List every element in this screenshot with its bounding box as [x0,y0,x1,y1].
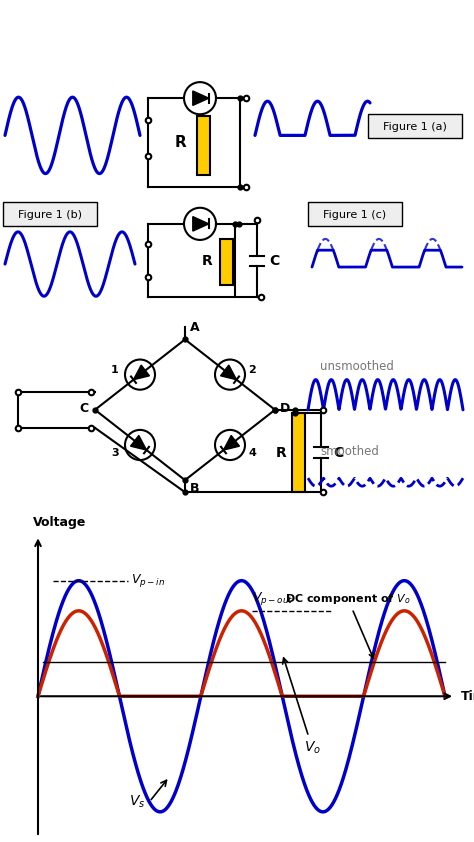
Text: D: D [280,402,290,415]
Polygon shape [220,365,237,380]
Text: 3: 3 [111,448,119,458]
Text: C: C [79,402,88,415]
FancyBboxPatch shape [368,115,462,138]
Text: smoothed: smoothed [320,445,379,458]
Text: $V_{p-out}$: $V_{p-out}$ [252,590,294,607]
Text: Voltage: Voltage [33,516,86,529]
Text: B: B [190,482,200,495]
Polygon shape [193,91,209,105]
Polygon shape [223,435,239,450]
Text: Figure 1 (c): Figure 1 (c) [323,210,387,220]
FancyBboxPatch shape [308,202,402,226]
Text: 8:16 PM: 8:16 PM [393,13,447,25]
Text: 4: 4 [248,448,256,458]
Text: 1: 1 [111,365,119,375]
Bar [292,413,306,493]
Polygon shape [134,365,149,380]
Text: A: A [190,322,200,334]
Text: C: C [269,253,279,268]
Bar [220,239,234,285]
Text: Figure 1 (b): Figure 1 (b) [18,210,82,220]
FancyBboxPatch shape [3,202,97,226]
Polygon shape [193,216,209,231]
Text: C: C [333,445,343,460]
Text: Figure 1 (a): Figure 1 (a) [383,122,447,132]
Text: unsmoothed: unsmoothed [320,360,394,373]
Polygon shape [130,435,146,450]
Text: $V_s$: $V_s$ [129,794,146,810]
Text: $V_o$: $V_o$ [283,658,321,756]
Text: R: R [275,445,286,460]
Text: R: R [201,253,212,268]
Bar [198,116,210,174]
Text: $V_{p-in}$: $V_{p-in}$ [131,573,165,589]
Text: Time: Time [461,690,474,703]
Text: R: R [175,135,187,150]
Text: DC component of $V_o$: DC component of $V_o$ [285,592,410,658]
Text: 2: 2 [248,365,256,375]
Text: 100%: 100% [366,14,394,24]
